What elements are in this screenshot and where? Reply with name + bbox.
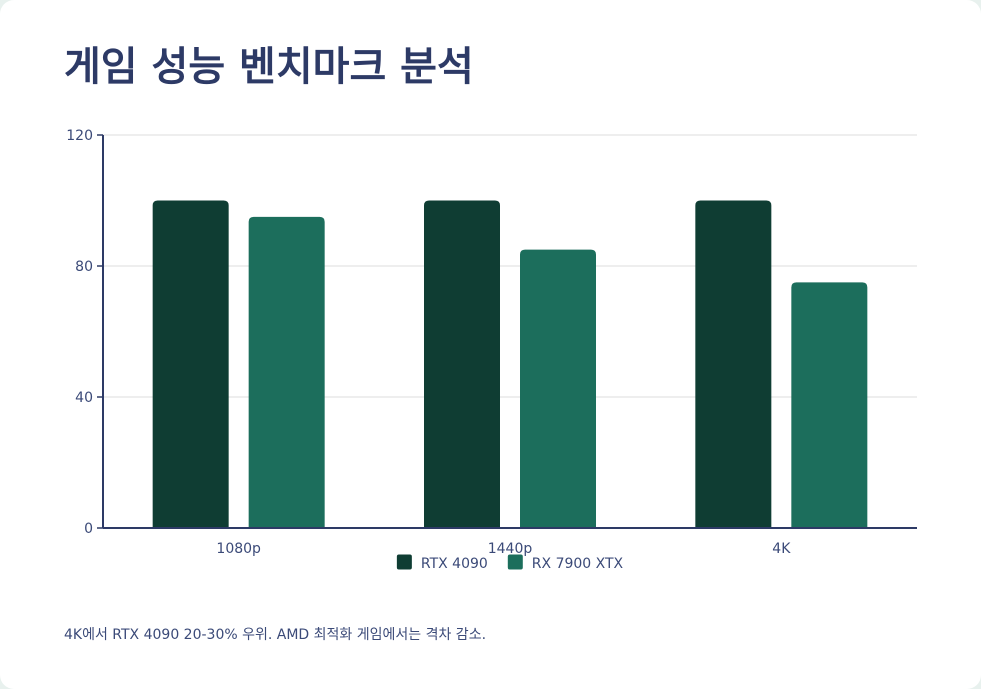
gridlines: [103, 134, 917, 398]
page-title: 게임 성능 벤치마크 분석: [64, 44, 474, 90]
axes: 0 40 80 120 1080p 1440p 4K: [66, 128, 917, 557]
y-tick-label: 120: [66, 128, 93, 144]
bar: [791, 282, 868, 528]
bar: [152, 200, 229, 528]
x-tick-label: 1080p: [216, 541, 261, 557]
bar: [248, 216, 325, 528]
legend-label: RX 7900 XTX: [532, 556, 624, 572]
legend-swatch: [507, 554, 523, 570]
y-tick-label: 40: [75, 390, 93, 406]
legend-swatch: [396, 554, 412, 570]
x-tick-label: 1440p: [488, 541, 533, 557]
legend-label: RTX 4090: [421, 556, 488, 572]
bar: [424, 200, 500, 528]
x-tick-label: 4K: [772, 541, 791, 557]
summary-note: 4K에서 RTX 4090 20-30% 우위. AMD 최적화 게임에서는 격…: [64, 627, 487, 643]
legend: RTX 4090 RX 7900 XTX: [396, 554, 624, 572]
bar: [520, 249, 596, 528]
y-tick-label: 0: [84, 521, 93, 537]
bar: [695, 200, 772, 528]
y-tick-label: 80: [75, 259, 93, 275]
bars: [152, 200, 868, 528]
